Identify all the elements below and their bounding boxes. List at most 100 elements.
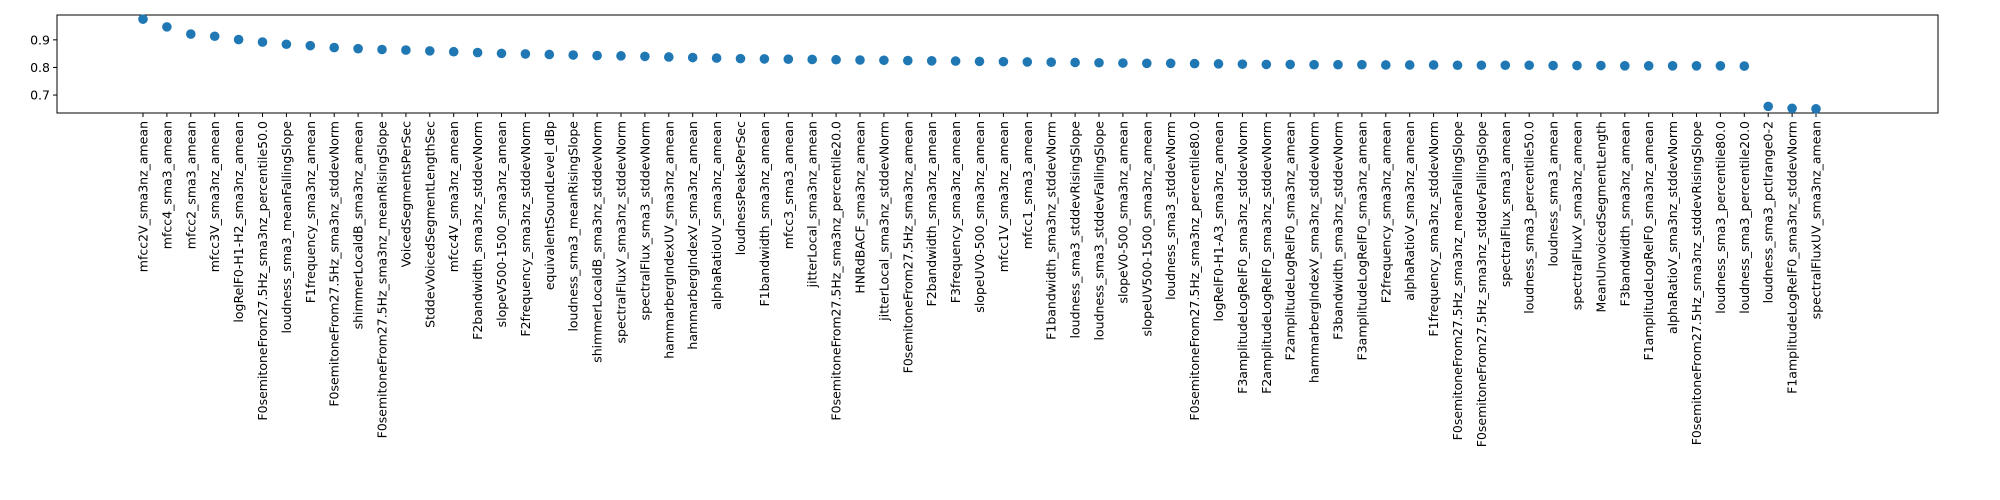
data-point	[162, 22, 172, 32]
x-tick-label: hammarbergIndexV_sma3nz_stddevNorm	[1307, 121, 1322, 383]
data-point	[1046, 57, 1056, 68]
y-tick-label: 0.8	[30, 60, 50, 75]
x-tick-label: loudness_sma3_percentile20.0	[1737, 121, 1752, 314]
x-tick-label: F0semitoneFrom27.5Hz_sma3nz_stddevFallin…	[1474, 121, 1489, 448]
data-point	[1572, 60, 1582, 71]
x-tick-label: mfcc1V_sma3nz_amean	[996, 121, 1011, 272]
data-point	[1189, 58, 1200, 69]
x-tick-label: alphaRatioUV_sma3nz_amean	[709, 121, 724, 310]
data-point	[1524, 60, 1534, 71]
x-tick-label: shimmerLocaldB_sma3nz_amean	[351, 121, 366, 329]
data-point	[687, 52, 698, 63]
data-point	[1620, 60, 1630, 71]
x-tick-label: F2frequency_sma3nz_amean	[1378, 121, 1393, 303]
x-tick-label: F0semitoneFrom27.5Hz_sma3nz_meanFallingS…	[1450, 121, 1465, 441]
data-point	[1500, 60, 1511, 71]
x-tick-label: F0semitoneFrom27.5Hz_sma3nz_amean	[900, 121, 915, 373]
x-tick-label: spectralFluxV_sma3nz_stddevNorm	[614, 121, 629, 343]
data-point	[1285, 59, 1295, 70]
data-point	[1070, 57, 1080, 68]
x-tick-label: MeanUnvoicedSegmentLength	[1593, 121, 1608, 313]
plot-frame	[56, 14, 1939, 114]
x-tick-label: mfcc2_sma3_amean	[183, 121, 198, 249]
data-point	[616, 51, 626, 61]
data-point	[1165, 58, 1176, 69]
x-tick-label: F1frequency_sma3nz_stddevNorm	[1426, 121, 1441, 337]
data-point	[544, 49, 555, 60]
x-tick-label: StddevVoicedSegmentLengthSec	[422, 121, 437, 328]
data-point	[1811, 104, 1821, 114]
data-point	[233, 34, 244, 45]
data-point	[1381, 60, 1391, 70]
x-tick-label: mfcc2V_sma3nz_amean	[136, 121, 151, 272]
data-point	[1691, 60, 1702, 71]
x-tick-label: hammarbergIndexV_sma3nz_amean	[685, 121, 700, 350]
data-point	[496, 48, 507, 59]
data-point	[735, 53, 746, 64]
data-point	[1404, 60, 1415, 70]
x-tick-label: loudness_sma3_amean	[1546, 121, 1561, 267]
x-tick-label: mfcc3_sma3_amean	[781, 121, 796, 249]
x-tick-label: F2bandwidth_sma3nz_amean	[924, 121, 939, 306]
x-tick-label: F2amplitudeLogRelF0_sma3nz_amean	[1283, 121, 1298, 360]
data-point	[664, 52, 674, 62]
x-tick-label: F3frequency_sma3nz_amean	[948, 121, 963, 303]
data-point	[472, 47, 483, 58]
x-tick-label: jitterLocal_sma3nz_stddevNorm	[876, 121, 891, 322]
data-point	[329, 42, 340, 53]
data-point	[855, 55, 865, 65]
data-point	[1094, 57, 1104, 68]
x-tick-label: F0semitoneFrom27.5Hz_sma3nz_percentile50…	[255, 121, 270, 421]
x-tick-label: spectralFlux_sma3_stddevNorm	[637, 121, 652, 320]
x-tick-label: HNRdBACF_sma3nz_amean	[853, 121, 868, 294]
data-point	[950, 56, 961, 66]
data-point	[1333, 59, 1343, 70]
data-point	[903, 55, 913, 66]
x-tick-label: loudness_sma3_stddevFallingSlope	[1092, 121, 1107, 341]
data-point	[831, 54, 841, 65]
data-point	[1237, 59, 1248, 69]
data-point	[1357, 59, 1367, 70]
data-point	[257, 37, 268, 47]
data-point	[879, 55, 889, 66]
x-tick-label: F3bandwidth_sma3nz_amean	[1617, 121, 1632, 306]
data-point	[807, 54, 817, 65]
x-tick-label: loudness_sma3_pctlrange0-2	[1761, 121, 1776, 303]
x-tick-label: alphaRatioV_sma3nz_amean	[1402, 121, 1417, 301]
y-tick-label: 0.7	[30, 88, 50, 103]
x-tick-label: VoicedSegmentsPerSec	[398, 121, 413, 268]
data-point	[926, 56, 937, 66]
data-point	[186, 29, 196, 39]
data-point	[305, 40, 316, 51]
x-tick-label: loudness_sma3_meanFallingSlope	[279, 121, 294, 334]
data-point	[209, 31, 220, 42]
x-tick-label: F3bandwidth_sma3nz_stddevNorm	[1331, 121, 1346, 340]
data-point	[138, 14, 148, 24]
data-point	[1763, 101, 1773, 112]
data-point	[1596, 60, 1606, 71]
x-tick-label: F3amplitudeLogRelF0_sma3nz_stddevNorm	[1235, 121, 1250, 394]
data-point	[1428, 60, 1439, 70]
data-point	[1739, 61, 1750, 71]
data-point	[783, 54, 794, 64]
x-tick-label: slopeUV500-1500_sma3nz_amean	[1139, 121, 1154, 337]
x-tick-label: loudness_sma3_percentile80.0	[1713, 121, 1728, 314]
data-point	[1643, 60, 1654, 71]
data-point	[998, 56, 1009, 67]
data-point	[759, 54, 770, 64]
data-point	[1261, 59, 1272, 70]
data-point	[1452, 60, 1463, 71]
data-point	[353, 43, 363, 54]
x-tick-label: equivalentSoundLevel_dBp	[542, 121, 557, 290]
x-tick-label: mfcc3V_sma3nz_amean	[207, 121, 222, 272]
data-point	[1715, 60, 1726, 71]
x-tick-label: jitterLocal_sma3nz_amean	[805, 121, 820, 288]
x-tick-label: logRelF0-H1-H2_sma3nz_amean	[231, 121, 246, 323]
x-tick-label: loudnessPeaksPerSec	[733, 121, 748, 255]
y-tick-label: 0.9	[30, 32, 50, 47]
data-point	[1022, 57, 1033, 67]
data-point	[1476, 60, 1487, 71]
x-tick-label: spectralFluxUV_sma3nz_amean	[1809, 121, 1824, 319]
data-point	[1118, 58, 1128, 68]
